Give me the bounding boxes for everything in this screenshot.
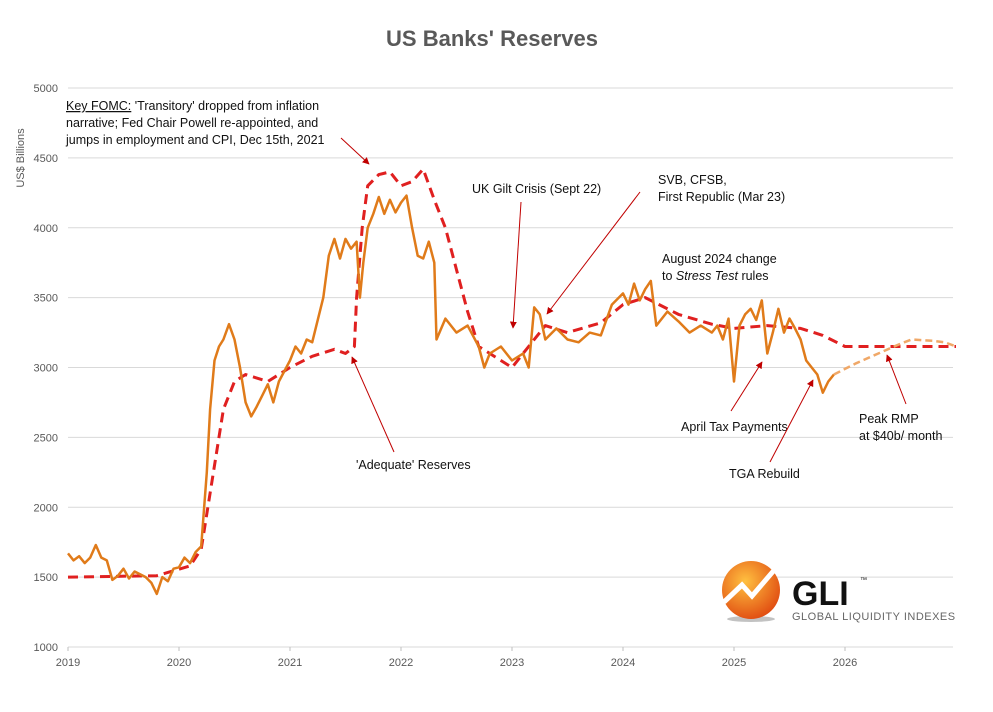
y-tick-label: 4500 (34, 153, 58, 165)
annotation-fomc: Key FOMC: 'Transitory' dropped from infl… (66, 99, 319, 113)
annotation-svb-1: SVB, CFSB, (658, 173, 727, 187)
x-tick-label: 2020 (167, 657, 191, 669)
arrow-fomc (340, 137, 370, 165)
annotations: Key FOMC: 'Transitory' dropped from infl… (65, 99, 942, 481)
logo-subtitle: GLOBAL LIQUIDITY INDEXES (792, 611, 956, 623)
arrow-adequate (351, 356, 395, 453)
y-tick-label: 5000 (34, 83, 58, 95)
arrow-gilt (509, 201, 522, 329)
annotation-rmp-2: at $40b/ month (859, 429, 942, 443)
annotation-fomc-2: narrative; Fed Chair Powell re-appointed… (66, 116, 318, 130)
gli-logo: GLI ™ GLOBAL LIQUIDITY INDEXES (722, 561, 956, 623)
x-tick-label: 2019 (56, 657, 80, 669)
annotation-tga: TGA Rebuild (729, 467, 800, 481)
y-tick-label: 2000 (34, 502, 58, 514)
x-tick-label: 2025 (722, 657, 746, 669)
annotation-stress-1: August 2024 change (662, 252, 777, 266)
annotation-svb-2: First Republic (Mar 23) (658, 190, 785, 204)
y-tick-label: 1000 (34, 642, 58, 654)
x-tick-label: 2026 (833, 657, 857, 669)
series-reserves-line (67, 194, 835, 596)
annotation-rmp-1: Peak RMP (859, 412, 919, 426)
y-axis-label: US$ Billions (15, 128, 27, 188)
y-tick-label: 2500 (34, 432, 58, 444)
series-adequate-line (67, 167, 956, 579)
x-tick-label: 2023 (500, 657, 524, 669)
y-tick-label: 3000 (34, 363, 58, 375)
chart-title: US Banks' Reserves (386, 26, 598, 51)
arrow-tax (730, 361, 763, 412)
arrow-svb (546, 191, 641, 315)
x-tick-label: 2022 (389, 657, 413, 669)
annotation-tax: April Tax Payments (681, 420, 788, 434)
y-tick-label: 1500 (34, 572, 58, 584)
logo-name: GLI (792, 575, 849, 613)
annotation-adequate: 'Adequate' Reserves (356, 458, 471, 472)
logo-trademark: ™ (860, 577, 867, 584)
x-tick-label: 2021 (278, 657, 302, 669)
arrow-tga (769, 379, 814, 463)
y-tick-label: 4000 (34, 223, 58, 235)
annotation-fomc-3: jumps in employment and CPI, Dec 15th, 2… (65, 133, 325, 147)
arrow-rmp (886, 354, 907, 405)
series-projection-line (833, 338, 957, 376)
annotation-gilt: UK Gilt Crisis (Sept 22) (472, 182, 601, 196)
y-tick-label: 3500 (34, 293, 58, 305)
x-tick-label: 2024 (611, 657, 635, 669)
annotation-stress-2: to Stress Test rules (662, 269, 769, 283)
